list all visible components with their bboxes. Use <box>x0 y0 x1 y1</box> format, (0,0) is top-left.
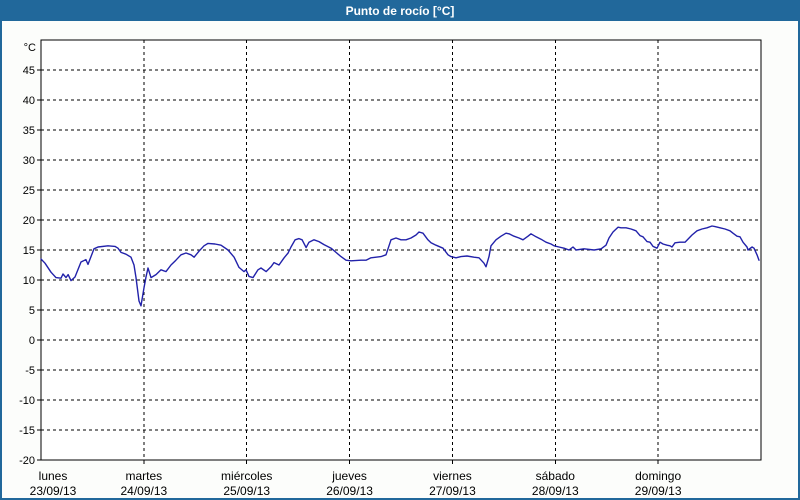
y-tick-label: 30 <box>23 155 35 167</box>
day-date-label: 24/09/13 <box>120 484 167 498</box>
day-name-label: miércoles <box>221 469 272 483</box>
y-tick-label: 40 <box>23 95 35 107</box>
day-name-label: sábado <box>536 469 576 483</box>
y-tick-label: -5 <box>25 365 35 377</box>
y-tick-label: 10 <box>23 275 35 287</box>
day-date-label: 25/09/13 <box>223 484 270 498</box>
day-name-label: viernes <box>433 469 472 483</box>
dew-point-series-line <box>40 225 760 307</box>
day-date-label: 28/09/13 <box>532 484 579 498</box>
day-date-label: 27/09/13 <box>429 484 476 498</box>
y-tick-label: 45 <box>23 65 35 77</box>
y-tick-label: 20 <box>23 215 35 227</box>
day-name-label: jueves <box>331 469 367 483</box>
day-date-label: 23/09/13 <box>30 484 77 498</box>
y-tick-label: -20 <box>19 455 35 467</box>
day-name-label: domingo <box>635 469 681 483</box>
y-axis-unit-label: °C <box>24 42 36 54</box>
y-tick-label: 5 <box>29 305 35 317</box>
day-date-label: 29/09/13 <box>635 484 682 498</box>
y-tick-label: 35 <box>23 125 35 137</box>
y-tick-label: -10 <box>19 395 35 407</box>
day-name-label: lunes <box>39 469 68 483</box>
y-tick-label: 0 <box>29 335 35 347</box>
y-tick-label: 15 <box>23 245 35 257</box>
day-name-label: martes <box>126 469 163 483</box>
day-date-label: 26/09/13 <box>326 484 373 498</box>
title-bar <box>0 0 800 21</box>
y-tick-label: 25 <box>23 185 35 197</box>
chart-title: Punto de rocío [°C] <box>346 4 455 18</box>
gridlines <box>41 40 761 460</box>
y-axis: 45 40 35 30 25 20 15 10 5 0 -5 -10 -15 -20 <box>19 65 41 467</box>
y-tick-label: -15 <box>19 425 35 437</box>
